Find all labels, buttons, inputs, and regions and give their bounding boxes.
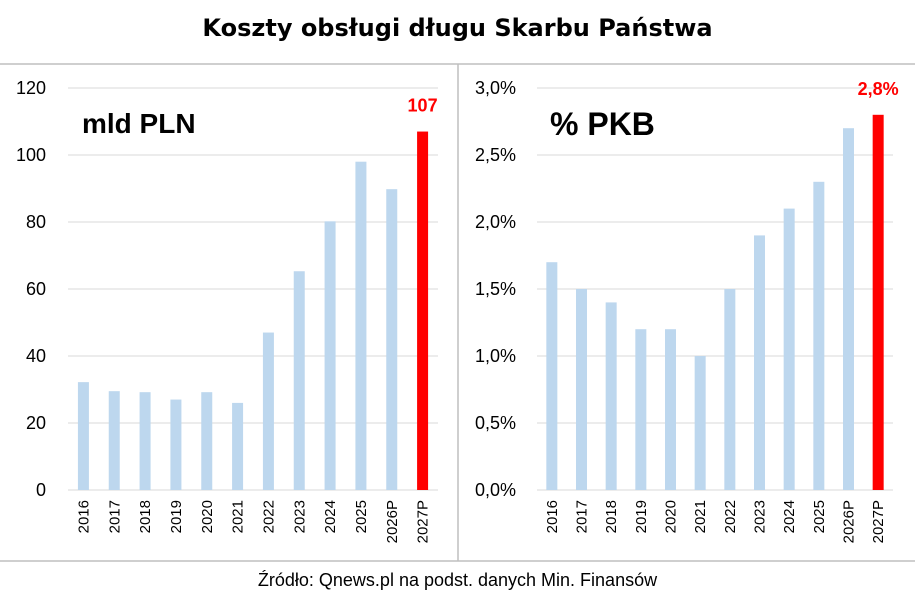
- chart1-highlight-value-label: 107: [408, 96, 438, 116]
- chart1-y-tick-label: 0: [36, 480, 46, 500]
- chart2-bar-2018: [605, 302, 617, 490]
- chart1-bar-2026P: [386, 189, 398, 491]
- chart2-y-tick-label: 0,5%: [475, 413, 516, 433]
- chart1-bar-2021: [232, 402, 244, 490]
- chart2-bar-2027P: [872, 114, 884, 491]
- chart2-x-tick-label: 2024: [781, 500, 798, 533]
- chart2-bar-2022: [724, 289, 736, 490]
- chart1-bar-2019: [170, 399, 182, 490]
- chart1-y-tick-label: 100: [16, 145, 46, 165]
- chart2-x-tick-label: 2020: [663, 500, 680, 533]
- chart1-y-tick-label: 80: [26, 212, 46, 232]
- chart2-x-tick-label: 2017: [574, 500, 591, 533]
- chart1-title: mld PLN: [82, 108, 196, 139]
- chart1-y-tick-label: 20: [26, 413, 46, 433]
- chart1-bar-2018: [139, 392, 151, 490]
- chart2-x-tick-label: 2021: [692, 500, 709, 533]
- chart1-y-tick-label: 40: [26, 346, 46, 366]
- chart1-x-tick-label: 2027P: [415, 500, 432, 543]
- chart1-x-tick-label: 2019: [168, 500, 185, 533]
- chart2-y-tick-label: 0,0%: [475, 480, 516, 500]
- chart1-x-tick-label: 2021: [230, 500, 247, 533]
- chart1-bar-2025: [355, 161, 367, 490]
- chart1-bar-2017: [108, 391, 120, 490]
- chart1-bar-2023: [293, 271, 305, 490]
- chart1-y-tick-label: 120: [16, 78, 46, 98]
- chart1-x-tick-label: 2016: [75, 500, 92, 533]
- chart2-title: % PKB: [550, 106, 655, 142]
- chart2-bar-2019: [635, 329, 647, 490]
- chart2-x-tick-label: 2026P: [841, 500, 858, 543]
- chart1-bar-2027P: [417, 131, 429, 491]
- chart2-bar-2016: [546, 262, 558, 490]
- chart2-y-tick-label: 3,0%: [475, 78, 516, 98]
- chart2-y-tick-label: 2,0%: [475, 212, 516, 232]
- chart1-x-tick-label: 2017: [106, 500, 123, 533]
- chart1-bar-2024: [324, 221, 336, 490]
- chart2-x-tick-label: 2027P: [870, 500, 887, 543]
- chart1-x-tick-label: 2018: [137, 500, 154, 533]
- chart1-x-tick-label: 2020: [199, 500, 216, 533]
- chart2-bar-2020: [665, 329, 676, 490]
- chart1-x-tick-label: 2023: [291, 500, 308, 533]
- chart2-bar-2017: [576, 289, 587, 490]
- chart1-bar-2020: [201, 392, 213, 490]
- chart2-x-tick-label: 2019: [633, 500, 650, 533]
- chart1-bar-2016: [77, 382, 89, 490]
- chart1-x-tick-label: 2026P: [384, 500, 401, 543]
- source-note: Źródło: Qnews.pl na podst. danych Min. F…: [257, 570, 658, 590]
- chart1-x-tick-label: 2024: [322, 500, 339, 533]
- chart2-x-tick-label: 2018: [603, 500, 620, 533]
- chart2-x-tick-label: 2023: [752, 500, 769, 533]
- chart2-x-tick-label: 2022: [722, 500, 739, 533]
- chart2-y-tick-label: 1,0%: [475, 346, 516, 366]
- chart2-bar-2025: [813, 181, 825, 491]
- chart2-bar-2021: [694, 356, 706, 490]
- chart2-y-tick-label: 2,5%: [475, 145, 516, 165]
- chart2-highlight-value-label: 2,8%: [858, 79, 899, 99]
- chart1-x-tick-label: 2025: [353, 500, 370, 533]
- figure-title: Koszty obsługi długu Skarbu Państwa: [202, 14, 713, 42]
- chart2-x-tick-label: 2025: [811, 500, 828, 533]
- chart1-y-tick-label: 60: [26, 279, 46, 299]
- chart1-x-tick-label: 2022: [260, 500, 277, 533]
- chart1-bar-2022: [262, 332, 274, 490]
- chart2-bar-2026P: [843, 128, 854, 490]
- chart2-bar-2024: [783, 208, 795, 490]
- chart2-bar-2023: [754, 235, 765, 490]
- chart2-x-tick-label: 2016: [544, 500, 561, 533]
- chart2-y-tick-label: 1,5%: [475, 279, 516, 299]
